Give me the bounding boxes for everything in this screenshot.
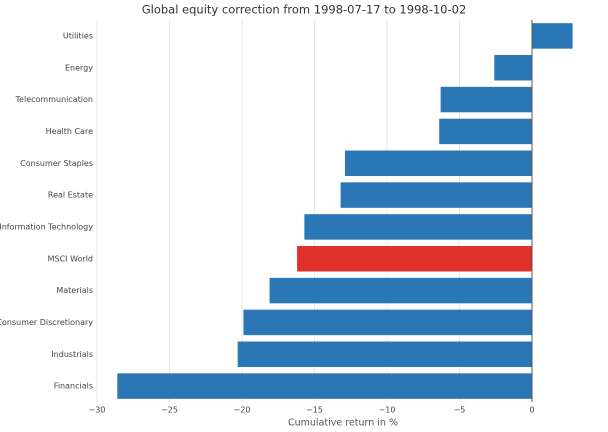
x-tick-label: −20 xyxy=(234,406,251,415)
x-tick-label: −5 xyxy=(454,406,466,415)
y-tick-label: Information Technology xyxy=(0,222,93,231)
bar xyxy=(532,23,573,49)
bar xyxy=(243,309,532,336)
bar xyxy=(439,118,532,145)
y-tick-label: Industrials xyxy=(51,350,93,359)
y-tick-label: Real Estate xyxy=(48,191,93,200)
y-tick-label: Health Care xyxy=(46,127,93,136)
x-tick-label: −25 xyxy=(161,406,178,415)
x-tick-label: −10 xyxy=(379,406,396,415)
y-tick-label: Telecommunication xyxy=(15,95,93,104)
bar xyxy=(344,150,532,176)
y-tick-label: Utilities xyxy=(63,31,93,40)
y-tick-label: Financials xyxy=(54,382,93,391)
y-tick-label: Consumer Discretionary xyxy=(0,318,93,327)
chart-title: Global equity correction from 1998-07-17… xyxy=(142,3,467,17)
bar xyxy=(117,373,533,399)
bar xyxy=(340,182,532,208)
bar xyxy=(269,277,532,304)
bar xyxy=(494,55,532,81)
y-tick-label: Materials xyxy=(56,286,93,295)
y-tick-label: Consumer Staples xyxy=(20,159,93,168)
y-tick-label: MSCI World xyxy=(48,254,93,263)
y-tick-label: Energy xyxy=(65,63,93,72)
bar xyxy=(440,86,532,113)
bar xyxy=(237,341,532,367)
x-tick-label: −15 xyxy=(306,406,323,415)
bar xyxy=(297,246,532,272)
x-tick-label: 0 xyxy=(529,406,534,415)
x-axis-label: Cumulative return in % xyxy=(288,418,398,429)
bar xyxy=(304,214,532,240)
x-tick-label: −30 xyxy=(89,406,106,415)
